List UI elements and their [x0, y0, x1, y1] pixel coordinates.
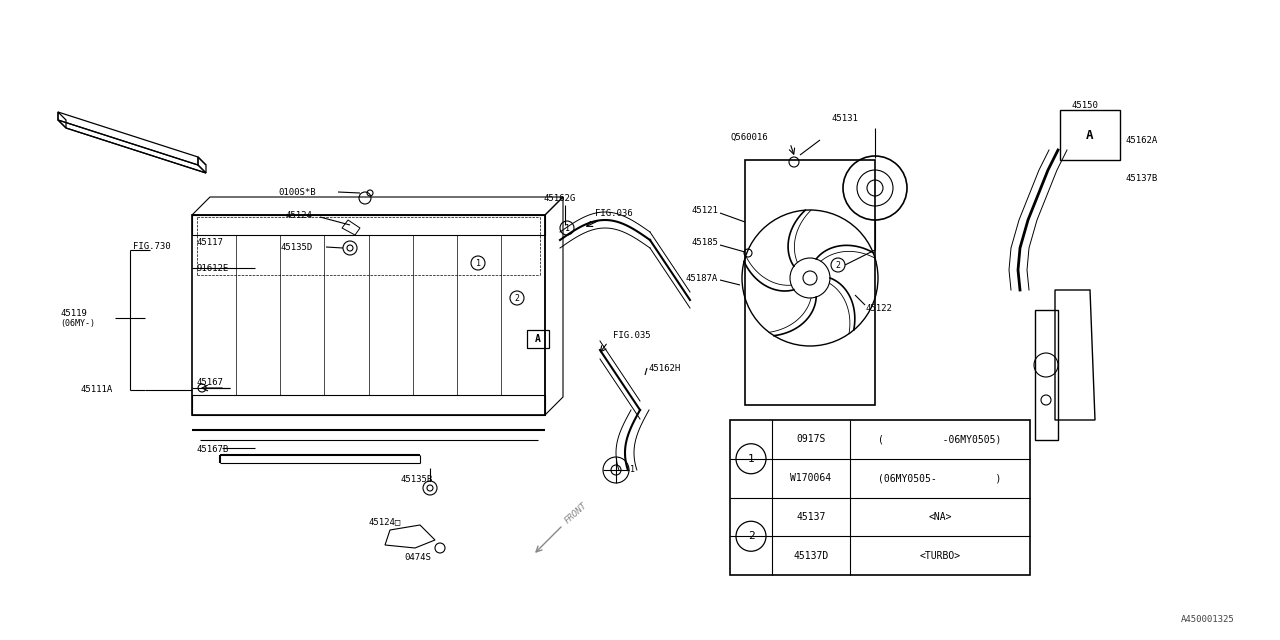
Text: 45137D: 45137D [794, 550, 828, 561]
Text: 45135D: 45135D [280, 243, 312, 252]
Text: FRONT: FRONT [563, 500, 589, 525]
Text: 0100S*B: 0100S*B [278, 188, 316, 196]
Text: <NA>: <NA> [928, 512, 952, 522]
Text: 45137B: 45137B [1125, 173, 1157, 182]
Text: 45150: 45150 [1071, 100, 1098, 109]
Text: 45137: 45137 [796, 512, 826, 522]
Text: 45117: 45117 [196, 237, 223, 246]
Text: 45162G: 45162G [544, 193, 576, 202]
Text: 45185: 45185 [691, 237, 718, 246]
Bar [730, 420, 1030, 575]
Text: 2: 2 [515, 294, 520, 303]
Text: 1: 1 [564, 223, 570, 232]
Text: 91612E: 91612E [196, 264, 228, 273]
Bar [745, 160, 876, 405]
Text: 45122: 45122 [865, 303, 892, 312]
Text: 45124□: 45124□ [369, 518, 401, 527]
Text: 1: 1 [630, 465, 635, 474]
Text: FIG.036: FIG.036 [595, 209, 632, 218]
Text: W170064: W170064 [791, 473, 832, 483]
Text: 45131: 45131 [832, 113, 859, 122]
Text: FIG.035: FIG.035 [613, 330, 650, 339]
Text: 45167: 45167 [196, 378, 223, 387]
Text: (06MY0505-          ): (06MY0505- ) [878, 473, 1002, 483]
Text: FIG.730: FIG.730 [133, 241, 170, 250]
Text: 1: 1 [748, 454, 754, 464]
Text: 45111A: 45111A [81, 385, 113, 394]
Bar [527, 330, 549, 348]
Text: Q560016: Q560016 [730, 132, 768, 141]
Text: 2: 2 [748, 531, 754, 541]
Text: 45119: 45119 [60, 308, 87, 317]
Text: 45167B: 45167B [196, 445, 228, 454]
Text: 45124: 45124 [285, 211, 312, 220]
Text: A: A [1087, 129, 1093, 141]
Text: 45162H: 45162H [648, 364, 680, 372]
Text: 45162A: 45162A [1125, 136, 1157, 145]
Text: 45121: 45121 [691, 205, 718, 214]
Text: A450001325: A450001325 [1181, 616, 1235, 625]
Text: A: A [535, 334, 541, 344]
Text: 45135B: 45135B [401, 476, 433, 484]
Text: (          -06MY0505): ( -06MY0505) [878, 435, 1002, 444]
Text: <TURBO>: <TURBO> [919, 550, 960, 561]
Bar [1060, 110, 1120, 160]
Text: (06MY-): (06MY-) [60, 319, 95, 328]
Text: 0474S: 0474S [404, 554, 431, 563]
Text: 45187A: 45187A [686, 273, 718, 282]
Text: 1: 1 [475, 259, 480, 268]
Text: 0917S: 0917S [796, 435, 826, 444]
Text: 2: 2 [836, 260, 841, 269]
